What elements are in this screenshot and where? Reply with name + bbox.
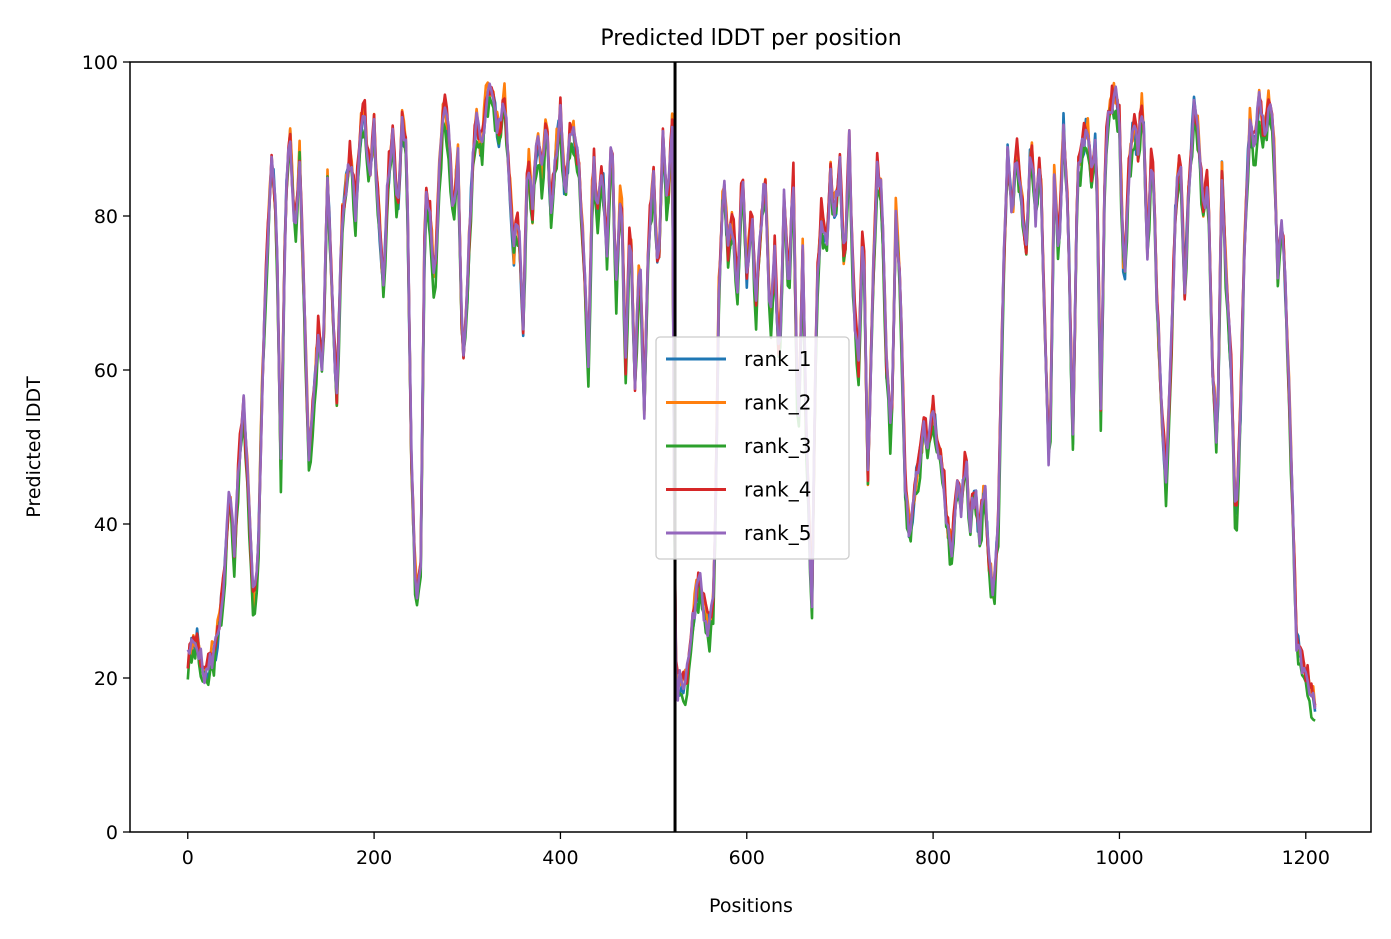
y-tick-label: 0 <box>106 822 118 844</box>
legend-box <box>655 336 850 560</box>
x-tick-label: 1000 <box>1095 847 1143 869</box>
y-tick-label: 60 <box>94 360 118 382</box>
legend: rank_1 rank_2 rank_3 rank_4 rank_5 <box>655 336 850 560</box>
series-line-rank_5 <box>186 82 1317 710</box>
x-tick-label: 400 <box>542 847 578 869</box>
plot-frame <box>129 61 1372 833</box>
x-tick-label: 800 <box>915 847 951 869</box>
y-tick-label: 80 <box>94 206 118 228</box>
chart-title: Predicted lDDT per position <box>600 26 901 51</box>
x-axis-ticks: 0 200 400 600 800 1000 1200 <box>182 832 1330 869</box>
y-tick-label: 20 <box>94 668 118 690</box>
x-tick-label: 600 <box>729 847 765 869</box>
legend-label-rank_2: rank_2 <box>744 391 811 415</box>
x-axis-label: Positions <box>709 895 793 917</box>
series-lines <box>186 81 1317 722</box>
x-tick-label: 1200 <box>1282 847 1330 869</box>
y-tick-label: 100 <box>82 52 118 74</box>
y-axis-label: Predicted lDDT <box>23 376 45 518</box>
legend-label-rank_5: rank_5 <box>744 521 811 545</box>
legend-label-rank_4: rank_4 <box>744 478 811 502</box>
x-tick-label: 0 <box>182 847 194 869</box>
x-tick-label: 200 <box>356 847 392 869</box>
y-axis-ticks: 0 20 40 60 80 100 <box>82 52 130 844</box>
y-tick-label: 40 <box>94 514 118 536</box>
legend-label-rank_1: rank_1 <box>744 347 811 371</box>
legend-label-rank_3: rank_3 <box>744 434 811 458</box>
